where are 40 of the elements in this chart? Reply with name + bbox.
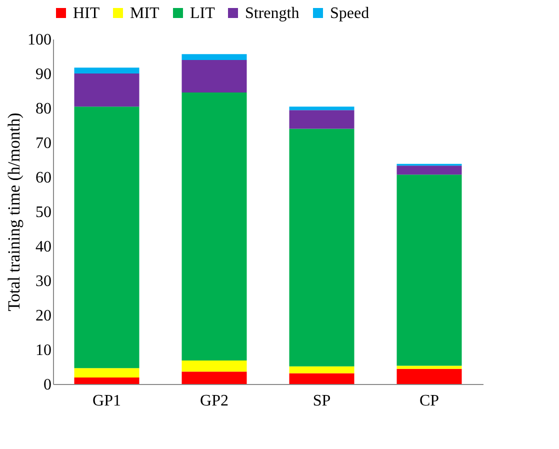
- y-tick-label: 70: [36, 135, 52, 152]
- x-tick-label: SP: [312, 392, 331, 410]
- x-tick-label: GP2: [200, 392, 228, 410]
- bar: [182, 360, 247, 372]
- bar: [396, 368, 462, 384]
- y-tick-label: 90: [36, 66, 52, 83]
- bar: [396, 366, 462, 369]
- y-tick-label: 60: [36, 170, 52, 186]
- y-tick-label: 10: [36, 342, 52, 359]
- bar: [396, 166, 462, 175]
- legend-label: MIT: [130, 5, 160, 22]
- bar: [182, 372, 247, 384]
- bar: [74, 377, 140, 384]
- y-tick-label: 20: [36, 308, 52, 324]
- y-tick-label: 100: [28, 32, 52, 48]
- bar: [74, 106, 140, 368]
- y-tick-label: 0: [44, 376, 52, 394]
- bar: [182, 54, 247, 60]
- bar: [182, 92, 247, 361]
- x-tick-label: CP: [419, 392, 440, 410]
- bar: [289, 106, 354, 110]
- legend-label: HIT: [73, 5, 100, 22]
- bar: [74, 74, 140, 107]
- y-tick-label: 30: [36, 273, 52, 290]
- y-axis-title: Total training time (h/month): [4, 112, 24, 312]
- y-tick-label: 40: [36, 238, 52, 256]
- x-tick-label: GP1: [92, 392, 121, 410]
- y-tick-label: 80: [36, 100, 52, 118]
- y-tick-label: 50: [36, 204, 52, 221]
- legend-label: Speed: [330, 5, 370, 22]
- bar: [74, 68, 140, 74]
- bar: [396, 174, 462, 366]
- bar: [289, 366, 354, 374]
- bar: [182, 60, 247, 92]
- legend-label: LIT: [190, 5, 216, 22]
- bar: [289, 373, 354, 384]
- bar: [289, 128, 354, 366]
- legend-label: Strength: [245, 5, 300, 22]
- bar: [74, 368, 140, 378]
- bar: [289, 110, 354, 129]
